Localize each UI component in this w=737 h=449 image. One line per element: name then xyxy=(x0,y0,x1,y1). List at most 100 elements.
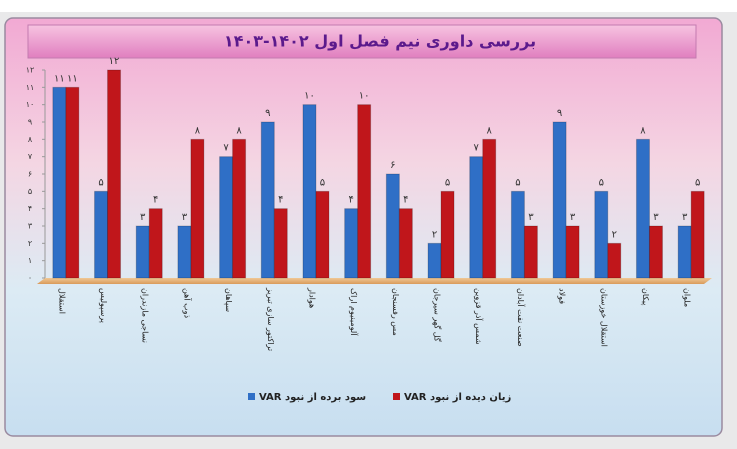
bar xyxy=(552,121,567,279)
bar xyxy=(482,138,497,279)
value-label: ۶ xyxy=(390,160,395,171)
bar xyxy=(690,190,705,279)
x-tick-label: مس رفسنجان xyxy=(391,288,400,336)
value-label: ۲ xyxy=(432,229,437,240)
x-tick-label: استقلال xyxy=(57,288,66,314)
bar xyxy=(398,208,413,279)
value-label: ۳ xyxy=(682,212,688,223)
x-tick-label: پرسپولیس xyxy=(99,288,108,323)
bar xyxy=(385,173,400,279)
value-label: ۸ xyxy=(195,125,201,136)
chart-title: بررسی داوری نیم فصل اول ۱۴۰۲-۱۴۰۳ xyxy=(224,32,536,51)
value-label: ۱۰ xyxy=(359,91,370,102)
bar xyxy=(344,208,359,279)
value-label: ۲ xyxy=(612,229,617,240)
value-label: ۵ xyxy=(98,177,103,188)
y-tick-label: ۰ xyxy=(28,274,32,283)
bar xyxy=(52,86,67,279)
bar xyxy=(232,138,247,279)
value-label: ۵ xyxy=(599,177,604,188)
value-label: ۴ xyxy=(403,195,408,206)
bar xyxy=(219,156,234,279)
x-tick-label: ذوب آهن xyxy=(182,288,192,318)
legend-swatch xyxy=(248,393,255,400)
legend-swatch xyxy=(393,393,400,400)
bar xyxy=(607,242,622,279)
bar xyxy=(65,86,80,279)
bar xyxy=(190,138,205,279)
bar xyxy=(594,190,609,279)
x-tick-label: صنعت نفت آبادان xyxy=(516,288,526,347)
value-label: ۷ xyxy=(474,143,480,154)
value-label: ۵ xyxy=(515,177,520,188)
y-tick-label: ۶ xyxy=(28,170,32,179)
x-tick-label: ملوان xyxy=(683,288,692,307)
value-label: ۹ xyxy=(265,108,270,119)
y-tick-label: ۳ xyxy=(28,222,33,231)
y-tick-label: ۸ xyxy=(28,135,33,144)
x-tick-label: آلومینیوم اراک xyxy=(349,288,359,336)
x-tick-label: نساجی مازندران xyxy=(141,288,150,343)
bar xyxy=(523,225,538,279)
bar xyxy=(177,225,192,279)
bar xyxy=(635,138,650,279)
value-label: ۹ xyxy=(557,108,562,119)
value-label: ۱۲ xyxy=(109,56,120,67)
x-tick-label: هوادار xyxy=(307,287,316,308)
bar xyxy=(315,190,330,279)
value-label: ۵ xyxy=(445,177,450,188)
bar xyxy=(510,190,525,279)
y-tick-label: ۹ xyxy=(28,118,32,127)
bar xyxy=(565,225,580,279)
title-banner xyxy=(27,24,697,59)
value-label: ۳ xyxy=(528,212,534,223)
x-tick-label: گل گهر سیرجان xyxy=(433,288,443,342)
x-tick-label: تراکتور سازی تبریز xyxy=(266,287,275,351)
floor xyxy=(37,278,712,284)
legend-label: سود برده از نبود VAR xyxy=(259,392,366,403)
value-label: ۵ xyxy=(695,177,700,188)
legend-label: زیان دیده از نبود VAR xyxy=(404,392,511,403)
bar xyxy=(677,225,692,279)
bar xyxy=(94,190,109,279)
bar xyxy=(440,190,455,279)
value-label: ۳ xyxy=(570,212,576,223)
x-tick-label: پیکان xyxy=(641,288,650,305)
y-tick-label: ۴ xyxy=(28,204,32,213)
value-label: ۳ xyxy=(182,212,188,223)
bar xyxy=(648,225,663,279)
y-tick-label: ۱۲ xyxy=(26,66,35,75)
bar xyxy=(148,208,163,279)
value-label: ۸ xyxy=(487,125,493,136)
value-label: ۴ xyxy=(153,195,158,206)
bar xyxy=(302,104,317,279)
bar xyxy=(135,225,150,279)
value-label: ۱۰ xyxy=(304,91,315,102)
value-label: ۱۱ xyxy=(54,73,65,84)
bar xyxy=(260,121,275,279)
top-strip xyxy=(0,0,737,12)
bar xyxy=(357,104,372,279)
value-label: ۳ xyxy=(653,212,659,223)
x-tick-label: استقلال خوزستان xyxy=(599,288,608,347)
value-label: ۸ xyxy=(640,125,646,136)
value-label: ۱۱ xyxy=(67,73,78,84)
value-label: ۴ xyxy=(278,195,283,206)
value-label: ۳ xyxy=(140,212,146,223)
y-tick-label: ۷ xyxy=(28,152,33,161)
value-label: ۴ xyxy=(348,195,353,206)
x-tick-label: سپاهان xyxy=(224,288,233,312)
y-tick-label: ۵ xyxy=(28,187,32,196)
value-label: ۸ xyxy=(236,125,242,136)
x-tick-label: فولاد xyxy=(558,288,567,304)
value-label: ۷ xyxy=(223,143,229,154)
y-tick-label: ۱ xyxy=(28,256,32,265)
y-tick-label: ۱۰ xyxy=(26,100,35,109)
bar xyxy=(107,69,122,279)
y-tick-label: ۱۱ xyxy=(26,83,35,92)
bar xyxy=(469,156,484,279)
bar xyxy=(427,242,442,279)
value-label: ۵ xyxy=(320,177,325,188)
